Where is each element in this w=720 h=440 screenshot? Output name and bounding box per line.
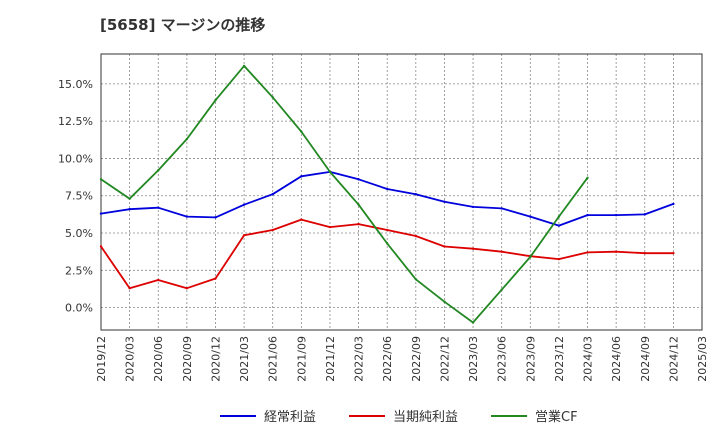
x-tick-label: 2021/12 [324,336,337,382]
y-tick-labels: 0.0% 2.5% 5.0% 7.5% 10.0% 12.5% 15.0% [58,78,93,315]
data-point [357,203,360,206]
data-point [385,187,389,191]
data-point [529,255,532,259]
data-point [328,225,332,229]
data-point [300,175,303,178]
x-tick-label: 2019/12 [95,336,108,382]
data-point [214,277,217,280]
data-point [643,213,646,216]
data-point [357,222,360,226]
plot-border [100,53,703,331]
x-tick-label: 2025/03 [696,336,709,382]
data-point [242,234,246,237]
data-point [414,193,418,196]
data-point [471,247,475,250]
x-tick-label: 2021/09 [295,336,308,382]
data-point [185,215,189,218]
data-point [500,207,503,210]
data-point [99,245,103,248]
data-point [128,207,131,211]
x-tick-label: 2021/03 [238,336,251,382]
data-point [128,287,131,290]
legend-label-2: 営業CF [535,409,578,425]
data-point [214,99,217,102]
data-point [157,206,160,209]
data-point [242,203,246,206]
x-tick-label: 2024/03 [582,336,595,382]
x-tick-label: 2023/09 [524,336,537,382]
y-tick-label: 12.5% [58,115,93,128]
x-tick-label: 2024/12 [667,336,680,382]
x-tick-label: 2023/12 [553,336,566,382]
legend-label-1: 当期純利益 [393,410,458,425]
data-point [529,215,532,218]
data-point [214,216,217,219]
y-tick-label: 0.0% [65,302,93,315]
data-point [672,251,675,255]
x-tick-label: 2021/06 [267,336,280,382]
x-tick-label: 2023/06 [496,336,509,382]
data-point [471,321,475,324]
data-point [185,137,189,141]
x-tick-label: 2023/03 [467,336,480,382]
chart-title: [5658] マージンの推移 [100,16,266,34]
legend-label-0: 経常利益 [264,410,316,425]
y-tick-label: 15.0% [58,78,93,91]
x-tick-label: 2022/06 [381,336,394,382]
data-point [99,212,103,215]
data-point [557,257,561,261]
data-point [586,176,589,180]
data-point [271,228,274,232]
y-tick-label: 5.0% [65,227,93,240]
data-point [643,251,646,255]
data-point [357,178,360,181]
data-point [414,278,418,281]
y-tick-label: 2.5% [65,264,93,277]
data-point [385,228,389,232]
data-point [614,213,618,217]
data-point [586,251,589,254]
data-point [128,197,131,200]
data-point [328,170,332,174]
x-tick-label: 2024/06 [610,336,623,382]
data-point [185,287,189,290]
data-point [557,224,561,227]
y-tick-label: 7.5% [65,190,93,203]
x-tick-labels: 2019/12 2020/03 2020/06 2020/09 2020/12 2021/… [95,336,709,382]
x-tick-label: 2020/06 [152,336,165,382]
data-point [300,130,303,133]
y-tick-label: 10.0% [58,152,93,165]
x-tick-label: 2020/12 [209,336,222,382]
series-lines [99,64,675,324]
data-point [586,213,589,217]
x-tick-label: 2022/12 [438,336,451,382]
data-point [672,202,675,206]
x-tick-label: 2020/09 [181,336,194,382]
data-point [557,215,561,218]
data-point [271,193,274,196]
data-point [271,96,274,99]
data-point [242,64,246,68]
x-tick-label: 2020/03 [124,336,137,382]
data-point [300,218,303,221]
data-point [414,234,418,238]
data-point [443,245,446,248]
grid-lines [101,54,702,330]
data-point [614,250,618,253]
data-point [500,250,503,253]
data-point [157,169,160,172]
data-point [157,278,160,282]
data-point [500,288,503,291]
data-point [443,200,446,203]
data-point [385,242,389,245]
legend: 経常利益 当期純利益 営業CF [220,409,578,425]
x-tick-label: 2024/09 [639,336,652,382]
x-tick-label: 2022/09 [410,336,423,382]
data-point [471,205,475,209]
data-point [99,178,103,181]
series-line-2 [100,65,589,324]
x-tick-label: 2022/03 [353,336,366,382]
data-point [443,300,446,303]
